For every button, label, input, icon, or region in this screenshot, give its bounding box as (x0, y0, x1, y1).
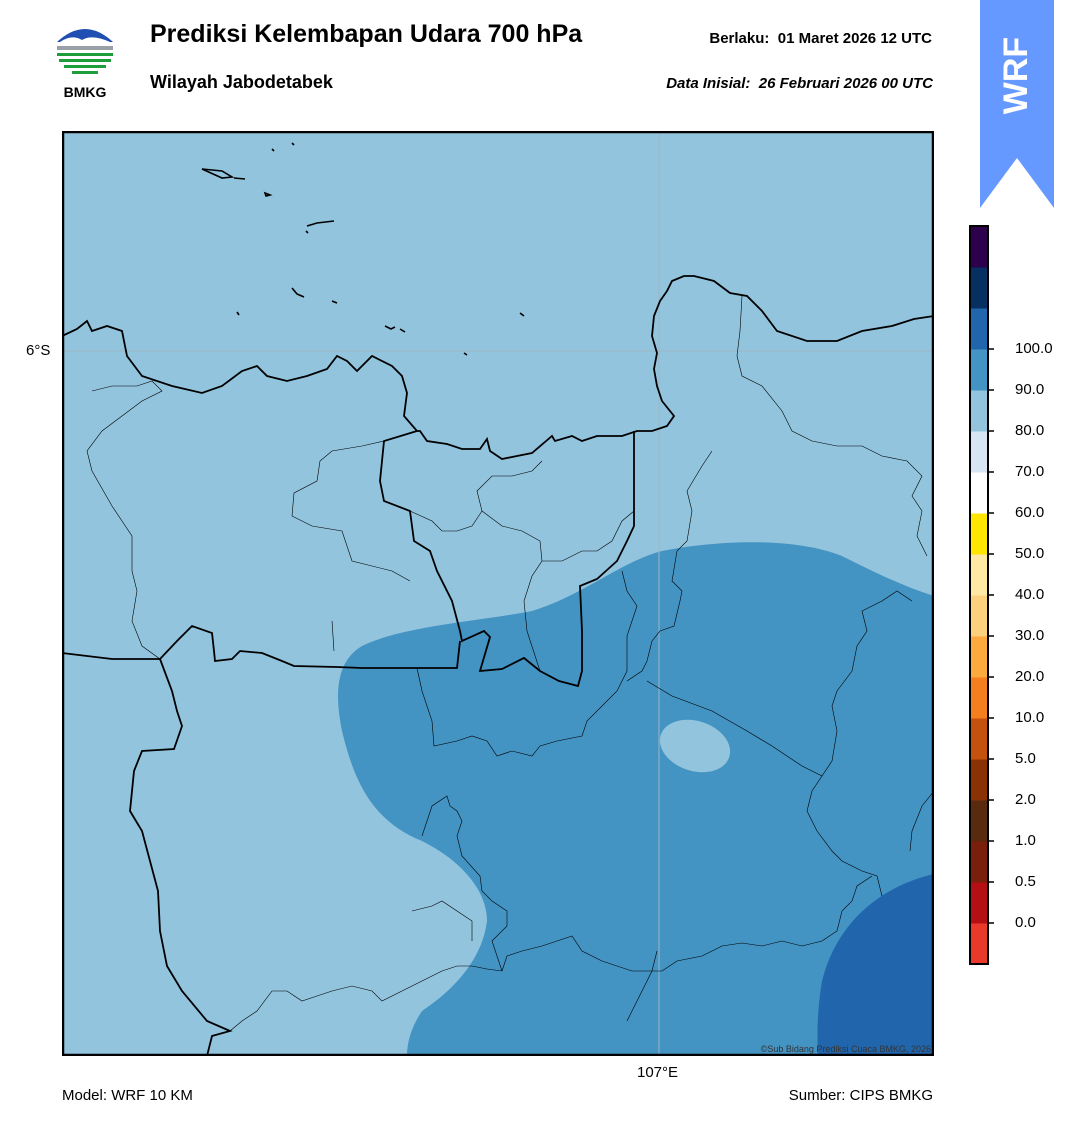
island (306, 220, 335, 227)
longitude-label: 107°E (637, 1064, 679, 1081)
province-border (62, 624, 461, 669)
island (305, 230, 309, 234)
wrf-badge-icon (980, 0, 1054, 208)
colorbar-tick-label: 0.5 (1015, 873, 1036, 890)
field-60-70-hole (659, 719, 731, 773)
model-label: Model: WRF 10 KM (62, 1087, 193, 1104)
latitude-label: 6°S (26, 342, 51, 359)
init-time: Data Inisial: 26 Februari 2026 00 UTC (666, 75, 933, 92)
init-value: 26 Februari 2026 00 UTC (758, 75, 933, 92)
colorbar-tick-label: 40.0 (1015, 586, 1045, 603)
colorbar-tick-label: 60.0 (1015, 504, 1045, 521)
island (519, 312, 525, 317)
colorbar-tick-label: 5.0 (1015, 750, 1036, 767)
colorbar-band (970, 759, 988, 801)
colorbar-band (970, 390, 988, 432)
regency-borders (86, 295, 934, 1032)
colorbar-tick-label: 30.0 (1015, 627, 1045, 644)
island (331, 300, 338, 304)
region-subtitle: Wilayah Jabodetabek (150, 72, 333, 92)
colorbar-band (970, 349, 988, 391)
source-label: Sumber: CIPS BMKG (788, 1087, 933, 1104)
colorbar-band (970, 472, 988, 514)
colorbar-tick-label: 1.0 (1015, 832, 1036, 849)
valid-time: Berlaku: 01 Maret 2026 12 UTC (709, 30, 932, 47)
island (271, 148, 275, 152)
humidity-map (62, 131, 934, 1056)
colorbar-band (970, 800, 988, 842)
island (291, 287, 305, 298)
colorbar-band (970, 841, 988, 883)
island (384, 325, 396, 330)
colorbar-band (970, 554, 988, 596)
colorbar-band (970, 226, 988, 268)
colorbar-tick-label: 20.0 (1015, 668, 1045, 685)
colorbar-tick-label: 70.0 (1015, 463, 1045, 480)
colorbar-band (970, 267, 988, 309)
bmkg-logo-icon (55, 22, 115, 74)
page-title: Prediksi Kelembapan Udara 700 hPa (150, 20, 583, 48)
wrf-badge-label: WRF (997, 36, 1036, 114)
valid-value: 01 Maret 2026 12 UTC (777, 30, 932, 47)
logo-text: BMKG (63, 84, 107, 100)
colorbar-tick-label: 80.0 (1015, 422, 1045, 439)
field-80-90 (817, 874, 934, 1056)
island (263, 191, 273, 197)
map-credit: ©Sub Bidang Prediksi Cuaca BMKG, 2026 (760, 1044, 931, 1054)
colorbar-tick-label: 2.0 (1015, 791, 1036, 808)
colorbar-tick-label: 50.0 (1015, 545, 1045, 562)
island (236, 311, 240, 316)
island (201, 168, 235, 179)
colorbar-tick-label: 90.0 (1015, 381, 1045, 398)
island (463, 352, 468, 356)
valid-label: Berlaku: (709, 30, 770, 47)
colorbar-band (970, 431, 988, 473)
colorbar-band (970, 677, 988, 719)
colorbar-band (970, 636, 988, 678)
coastline (62, 275, 934, 460)
colorbar-tick-label: 0.0 (1015, 914, 1036, 931)
province-border (129, 658, 233, 1056)
map-frame (62, 131, 934, 1056)
colorbar-band (970, 882, 988, 924)
colorbar-band (970, 308, 988, 350)
colorbar-tick-label: 10.0 (1015, 709, 1045, 726)
island (399, 328, 406, 333)
province-border (379, 430, 635, 688)
colorbar-band (970, 595, 988, 637)
colorbar-band (970, 923, 988, 965)
colorbar-band (970, 513, 988, 555)
island (233, 177, 246, 180)
colorbar (969, 225, 994, 965)
island (291, 142, 295, 146)
colorbar-band (970, 718, 988, 760)
colorbar-tick-label: 100.0 (1015, 340, 1053, 357)
init-label: Data Inisial: (666, 75, 751, 92)
